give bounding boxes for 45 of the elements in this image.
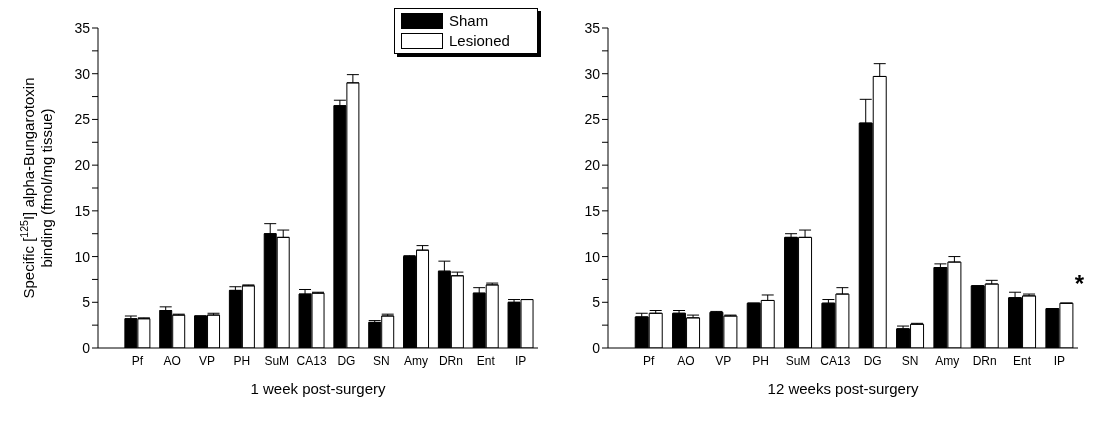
legend-label: Lesioned [449, 31, 510, 51]
x-tick-label: Ent [476, 353, 496, 368]
y-tick-label: 30 [584, 65, 601, 82]
legend-label: Sham [449, 11, 489, 31]
x-axis-title: 1 week post-surgery [250, 380, 387, 397]
annotation: * [1074, 270, 1084, 298]
x-tick-label: CA13 [296, 353, 327, 368]
y-tick-label: 5 [592, 294, 601, 311]
x-tick-label: SuM [264, 353, 290, 368]
x-axis-title: 12 weeks post-surgery [767, 380, 919, 397]
x-tick-label: Amy [935, 353, 960, 368]
x-tick-label: VP [199, 353, 216, 368]
x-tick-label: Ent [1012, 353, 1032, 368]
y-tick-label: 30 [74, 65, 91, 82]
y-tick-label: 15 [74, 202, 91, 219]
x-tick-label: DG [863, 353, 882, 368]
x-tick-label: Amy [404, 353, 429, 368]
x-tick-label: IP [514, 353, 527, 368]
y-tick-label: 20 [74, 157, 91, 174]
x-tick-label: VP [715, 353, 732, 368]
y-tick-label: 35 [74, 19, 91, 36]
x-tick-label: AO [677, 353, 695, 368]
x-tick-label: SN [901, 353, 919, 368]
x-tick-label: CA13 [820, 353, 851, 368]
y-tick-label: 10 [74, 248, 91, 265]
x-tick-label: PH [233, 353, 251, 368]
y-tick-label: 20 [584, 157, 601, 174]
y-tick-label: 0 [82, 339, 91, 356]
y-tick-label: 15 [584, 202, 601, 219]
y-tick-label: 5 [82, 294, 91, 311]
y-tick-label: 25 [74, 111, 91, 128]
x-tick-label: DRn [972, 353, 997, 368]
y-tick-label: 25 [584, 111, 601, 128]
x-tick-label: SN [372, 353, 390, 368]
x-tick-label: IP [1053, 353, 1066, 368]
y-tick-label: 35 [584, 19, 601, 36]
x-tick-label: Pf [131, 353, 144, 368]
x-tick-label: DRn [438, 353, 463, 368]
x-tick-label: Pf [642, 353, 655, 368]
x-tick-label: DG [337, 353, 356, 368]
x-tick-label: SuM [785, 353, 811, 368]
x-tick-label: PH [752, 353, 769, 368]
x-tick-label: AO [163, 353, 181, 368]
y-tick-label: 10 [584, 248, 601, 265]
y-tick-label: 0 [592, 339, 601, 356]
